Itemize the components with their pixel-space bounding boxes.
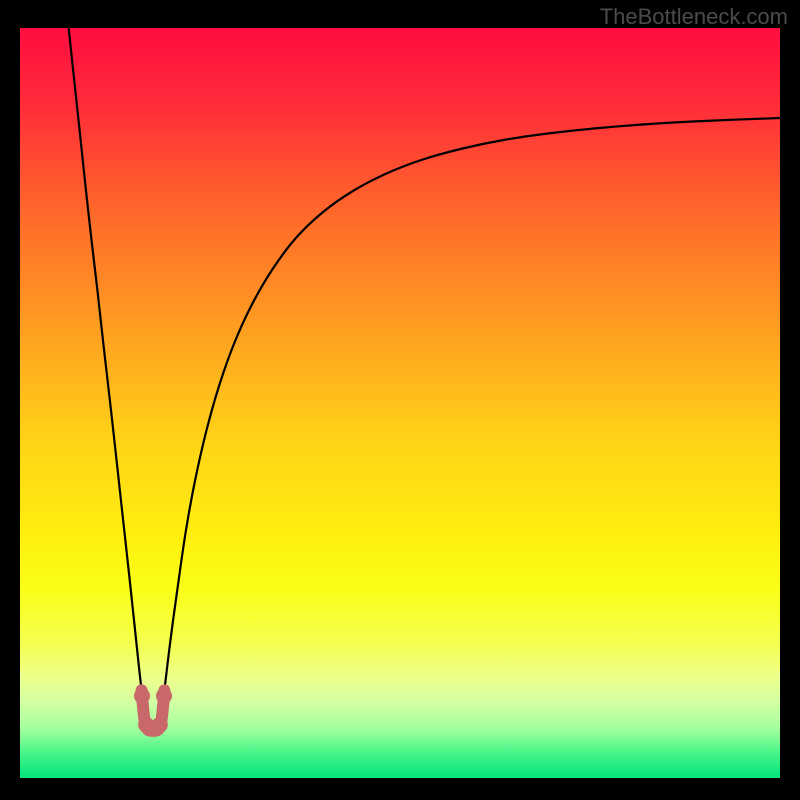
chart-frame: TheBottleneck.com: [0, 0, 800, 800]
curve-right-branch: [164, 118, 780, 690]
trough-node: [134, 688, 150, 704]
trough-node: [152, 717, 168, 733]
curve-left-branch: [69, 28, 142, 690]
trough-node: [156, 688, 172, 704]
watermark-text: TheBottleneck.com: [600, 4, 788, 30]
trough-node: [138, 717, 154, 733]
plot-area: [20, 28, 780, 778]
bottleneck-curve-svg: [20, 28, 780, 778]
